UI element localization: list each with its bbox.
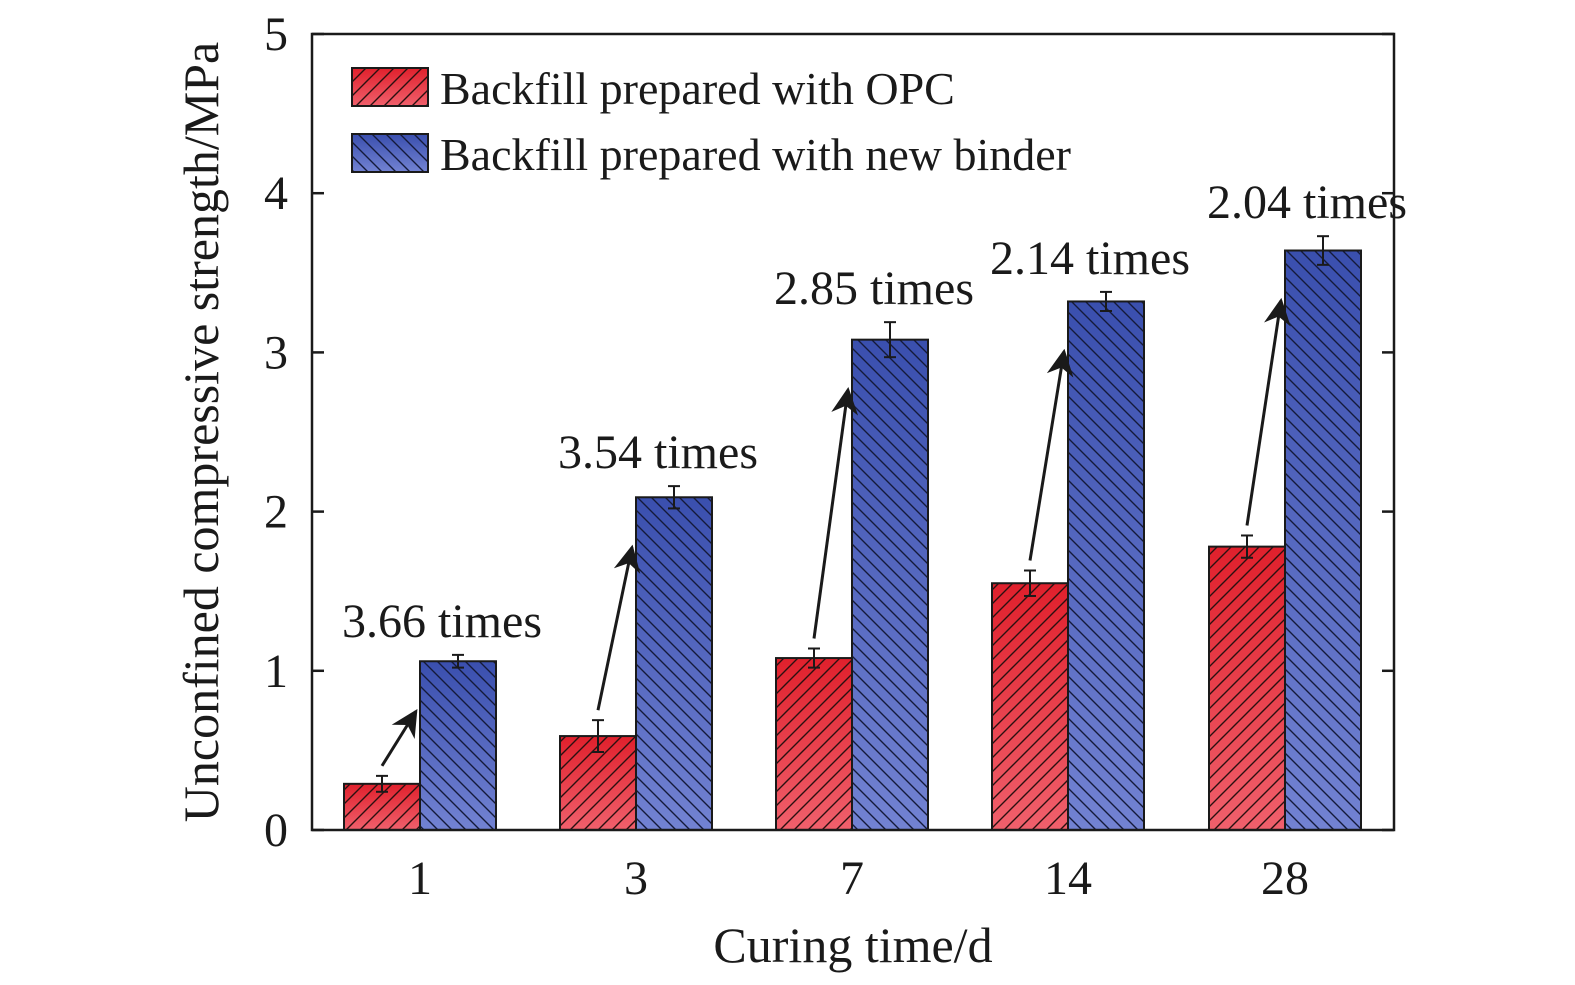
- ratio-arrow: [380, 708, 418, 767]
- x-tick-label: 3: [624, 852, 648, 905]
- y-axis-title: Unconfined compressive strength/MPa: [173, 42, 229, 822]
- legend-label-opc: Backfill prepared with OPC: [440, 63, 955, 114]
- bar-new-binder-hatch: [635, 496, 713, 831]
- y-tick-label: 2: [264, 486, 288, 539]
- legend: Backfill prepared with OPC Backfill prep…: [351, 63, 1071, 180]
- y-axis: 0 1 2 3 4 5: [264, 8, 1394, 857]
- legend-label-new-binder: Backfill prepared with new binder: [440, 129, 1071, 180]
- x-tick-label: 28: [1261, 852, 1309, 905]
- arrows-layer: [380, 297, 1291, 767]
- annotations-layer: 3.66 times 3.54 times 2.85 times 2.14 times…: [342, 176, 1407, 648]
- y-tick-label: 3: [264, 326, 288, 379]
- ratio-arrow: [812, 386, 859, 639]
- ratio-annotation: 3.66 times: [342, 595, 542, 648]
- ratio-arrow: [1028, 348, 1074, 561]
- ratio-arrow: [596, 544, 641, 711]
- error-bars-layer: [376, 235, 1329, 793]
- ratio-arrow: [1245, 297, 1291, 526]
- x-tick-label: 14: [1044, 852, 1092, 905]
- bar-new-binder-hatch: [1284, 249, 1362, 831]
- bar-new-binder-hatch: [1067, 300, 1145, 831]
- plot-frame: [310, 32, 1396, 832]
- bar-new-binder-hatch: [851, 338, 929, 831]
- bar-opc-hatch: [991, 582, 1069, 831]
- ratio-annotation: 2.14 times: [990, 232, 1190, 285]
- x-tick-label: 1: [408, 852, 432, 905]
- y-tick-label: 4: [264, 167, 288, 220]
- x-tick-label: 7: [840, 852, 864, 905]
- bar-new-binder-hatch: [419, 660, 497, 831]
- legend-swatch-new-binder-hatch: [351, 133, 429, 173]
- y-tick-label: 0: [264, 804, 288, 857]
- legend-swatch-opc-hatch: [351, 67, 429, 107]
- ratio-annotation: 3.54 times: [558, 426, 758, 479]
- x-axis: 1 3 7 14 28: [408, 852, 1309, 905]
- y-tick-label: 5: [264, 8, 288, 61]
- ratio-annotation: 2.85 times: [774, 262, 974, 315]
- bars-layer: [343, 249, 1362, 832]
- y-tick-label: 1: [264, 645, 288, 698]
- bar-opc-hatch: [1208, 545, 1286, 832]
- ratio-annotation: 2.04 times: [1207, 176, 1407, 229]
- bar-opc-hatch: [775, 657, 853, 832]
- x-axis-title: Curing time/d: [713, 917, 992, 973]
